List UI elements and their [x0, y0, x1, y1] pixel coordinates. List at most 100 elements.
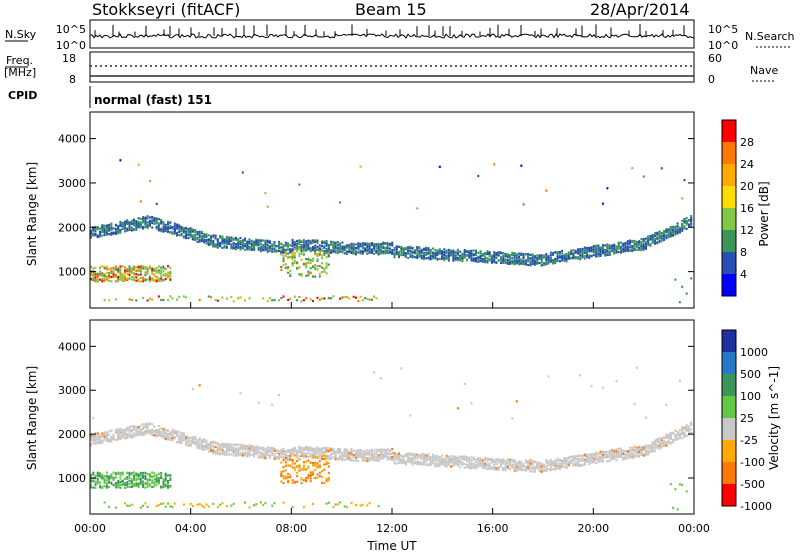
power-echo [620, 245, 622, 248]
velocity-echo [402, 455, 405, 458]
velocity-echo [445, 454, 448, 457]
power-echo [323, 267, 326, 270]
power-echo [133, 276, 135, 279]
power-echo [189, 235, 192, 238]
power-echo [157, 269, 160, 272]
velocity-echo [214, 442, 217, 445]
power-echo [259, 249, 262, 252]
power-echo [135, 223, 138, 226]
power-colorbar-segment [722, 274, 736, 297]
power-echo [336, 244, 339, 247]
velocity-echo [332, 505, 335, 509]
power-echo [509, 259, 511, 262]
velocity-echo [438, 462, 441, 465]
velocity-echo [225, 442, 228, 446]
velocity-echo [323, 468, 326, 471]
velocity-echo [400, 457, 403, 460]
power-echo [225, 241, 228, 244]
power-echo [219, 241, 222, 245]
velocity-echo [239, 452, 242, 455]
velocity-echo [432, 456, 434, 459]
velocity-echo [153, 434, 156, 437]
power-echo [361, 242, 364, 245]
power-echo [302, 250, 305, 253]
power-echo [203, 238, 206, 242]
velocity-echo [216, 447, 219, 450]
power-echo [160, 227, 163, 231]
power-echo [511, 257, 514, 260]
velocity-echo [99, 434, 102, 437]
power-echo [90, 265, 92, 268]
velocity-echo [312, 502, 314, 506]
power-echo [137, 280, 140, 283]
power-echo [139, 273, 142, 276]
velocity-echo [246, 449, 249, 452]
velocity-echo [92, 442, 95, 445]
velocity-echo [128, 473, 131, 476]
velocity-echo [352, 459, 355, 462]
velocity-echo [273, 449, 276, 452]
power-echo [185, 237, 188, 240]
power-echo [595, 252, 598, 255]
velocity-echo [391, 453, 394, 456]
power-echo [461, 255, 464, 258]
power-echo [105, 271, 108, 275]
power-echo [443, 259, 446, 262]
power-echo [151, 270, 154, 273]
power-echo [146, 278, 149, 281]
power-echo [656, 237, 659, 240]
velocity-echo [280, 452, 283, 455]
velocity-echo [241, 448, 244, 451]
power-echo [658, 233, 661, 236]
velocity-echo [244, 454, 246, 457]
power-echo [157, 222, 160, 225]
velocity-echo [298, 450, 301, 454]
power-echo [187, 237, 190, 240]
power-echo [531, 262, 534, 265]
velocity-echo [334, 450, 337, 453]
power-echo [148, 275, 151, 278]
power-echo [583, 257, 586, 260]
power-echo [207, 242, 210, 245]
velocity-echo [105, 438, 108, 441]
power-echo [552, 262, 555, 265]
velocity-echo [108, 481, 111, 484]
power-echo [654, 239, 656, 243]
power-echo [289, 297, 292, 300]
power-echo [676, 222, 679, 225]
velocity-echo [293, 466, 296, 469]
power-echo [595, 248, 598, 251]
velocity-echo [235, 451, 237, 454]
power-echo [162, 279, 165, 282]
velocity-echo [191, 441, 194, 445]
power-echo [518, 257, 521, 261]
velocity-echo [108, 505, 111, 509]
power-echo [561, 249, 564, 252]
power-echo [280, 297, 283, 300]
power-echo [173, 228, 176, 231]
velocity-echo [321, 481, 323, 484]
power-echo [635, 245, 638, 248]
power-echo [660, 232, 663, 235]
velocity-echo [364, 459, 367, 462]
power-echo [99, 266, 102, 269]
velocity-echo [117, 432, 120, 435]
power-echo [133, 279, 135, 282]
power-echo [567, 257, 570, 260]
power-echo [642, 175, 645, 178]
power-echo [250, 246, 253, 250]
velocity-echo [355, 457, 357, 460]
power-echo [644, 247, 647, 250]
velocity-echo [409, 452, 412, 455]
power-echo [413, 251, 416, 254]
velocity-echo [133, 482, 135, 485]
power-echo [355, 246, 357, 250]
power-echo [452, 249, 455, 252]
power-echo [289, 244, 292, 247]
velocity-echo [133, 435, 135, 438]
power-echo [246, 245, 249, 248]
power-echo [386, 247, 389, 250]
power-echo [423, 252, 425, 255]
power-echo [522, 262, 525, 265]
velocity-echo [253, 450, 256, 453]
